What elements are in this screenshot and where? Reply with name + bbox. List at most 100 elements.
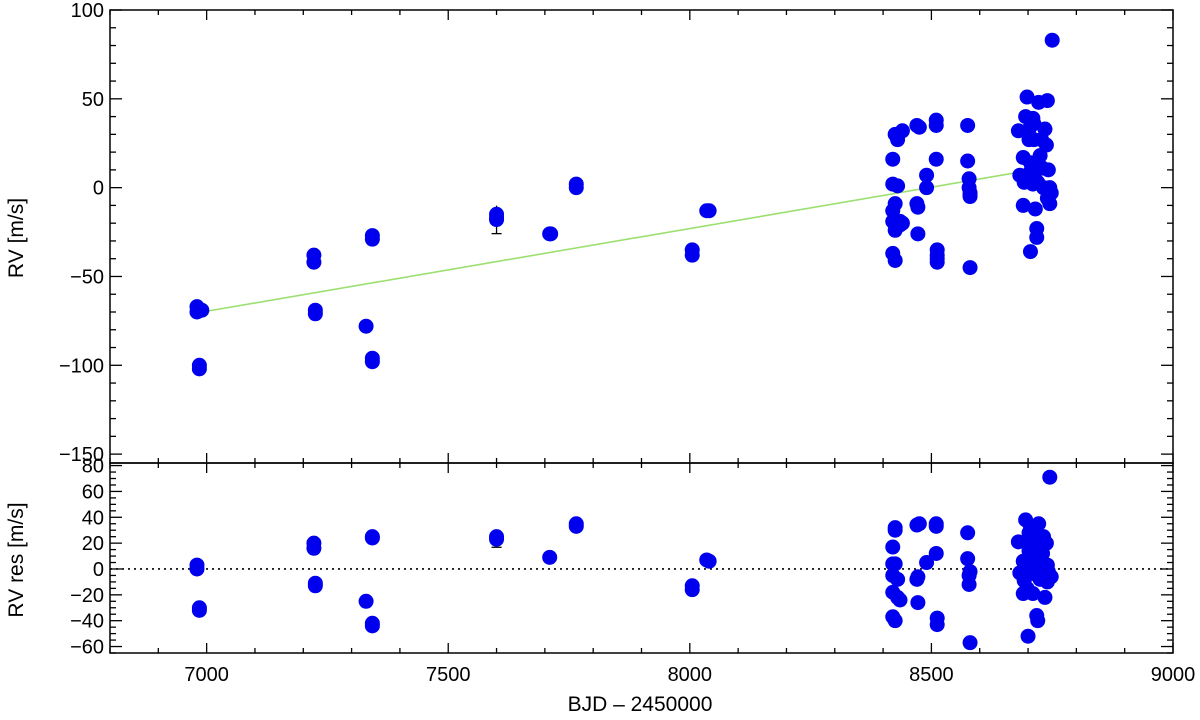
res-data-point bbox=[189, 561, 205, 577]
rv-data-point bbox=[1022, 244, 1038, 260]
rv-data-point bbox=[358, 318, 374, 334]
rv-data-point bbox=[194, 302, 210, 318]
res-data-point bbox=[542, 549, 558, 565]
rv-data-point bbox=[911, 119, 927, 135]
rv-y-tick-label: −100 bbox=[59, 355, 104, 377]
res-data-point bbox=[961, 576, 977, 592]
rv-data-point bbox=[960, 117, 976, 133]
res-data-point bbox=[928, 518, 944, 534]
res-data-point bbox=[1025, 586, 1041, 602]
res-y-tick-label: 0 bbox=[93, 559, 104, 581]
rv-data-point bbox=[910, 199, 926, 215]
res-y-tick-label: −40 bbox=[70, 611, 104, 633]
res-data-point bbox=[1043, 569, 1059, 585]
res-y-tick-label: −20 bbox=[70, 585, 104, 607]
rv-data-point bbox=[961, 171, 977, 187]
rv-data-point bbox=[191, 361, 207, 377]
res-data-point bbox=[701, 553, 717, 569]
x-tick-label: 9000 bbox=[1151, 664, 1196, 686]
x-tick-label: 7000 bbox=[184, 664, 229, 686]
res-data-point bbox=[928, 545, 944, 561]
x-tick-label: 8500 bbox=[909, 664, 954, 686]
res-data-point bbox=[890, 571, 906, 587]
rv-y-tick-label: 100 bbox=[71, 0, 104, 22]
rv-data-point bbox=[962, 189, 978, 205]
rv-data-point bbox=[919, 167, 935, 183]
res-data-point bbox=[1037, 589, 1053, 605]
rv-data-point bbox=[701, 203, 717, 219]
res-data-point bbox=[489, 531, 505, 547]
rv-data-point bbox=[1037, 121, 1053, 137]
rv-data-point bbox=[1038, 137, 1054, 153]
res-frame bbox=[109, 462, 1174, 654]
rv-data-point bbox=[306, 254, 322, 270]
res-y-tick-label: 80 bbox=[82, 456, 104, 478]
res-data-point bbox=[307, 578, 323, 594]
res-data-point bbox=[1031, 516, 1047, 532]
residual-y-axis-label: RV res [m/s] bbox=[5, 502, 28, 617]
rv-data-point bbox=[887, 252, 903, 268]
res-data-point bbox=[1038, 535, 1054, 551]
res-data-point bbox=[960, 551, 976, 567]
res-data-point bbox=[929, 617, 945, 633]
res-y-tick-label: 20 bbox=[82, 533, 104, 555]
res-data-point bbox=[887, 522, 903, 538]
rv-data-point bbox=[1040, 162, 1056, 178]
res-data-point bbox=[364, 530, 380, 546]
rv-data-point bbox=[1043, 185, 1059, 201]
res-data-point bbox=[568, 518, 584, 534]
res-y-tick-label: −60 bbox=[70, 637, 104, 659]
rv-data-point bbox=[887, 196, 903, 212]
res-data-point bbox=[306, 540, 322, 556]
rv-data-point bbox=[1015, 197, 1031, 213]
trend-line bbox=[196, 168, 1038, 314]
res-data-point bbox=[358, 593, 374, 609]
res-data-point bbox=[960, 525, 976, 541]
res-data-point bbox=[191, 602, 207, 618]
res-data-point bbox=[962, 635, 978, 651]
rv-data-point bbox=[919, 180, 935, 196]
res-data-point bbox=[962, 564, 978, 580]
rv-data-point bbox=[894, 215, 910, 231]
res-data-point bbox=[887, 613, 903, 629]
rv-data-point bbox=[929, 251, 945, 267]
res-data-point bbox=[911, 516, 927, 532]
res-data-point bbox=[1020, 628, 1036, 644]
rv-data-point bbox=[962, 260, 978, 276]
rv-residuals-panel: −60 −40 −20 0 20 40 60 80 7000 7500 8000 8500 9000 bbox=[70, 456, 1195, 686]
rv-data-point bbox=[960, 153, 976, 169]
rv-data-point bbox=[307, 306, 323, 322]
res-data-point bbox=[1010, 534, 1026, 550]
res-data-point bbox=[1030, 613, 1046, 629]
x-tick-label: 8000 bbox=[668, 664, 713, 686]
rv-data-point bbox=[885, 151, 901, 167]
res-y-tick-label: 40 bbox=[82, 507, 104, 529]
res-data-point bbox=[364, 618, 380, 634]
rv-y-tick-label: 50 bbox=[82, 89, 104, 111]
res-data-point bbox=[892, 592, 908, 608]
rv-data-point bbox=[890, 178, 906, 194]
res-data-point bbox=[887, 556, 903, 572]
res-y-tick-label: 60 bbox=[82, 481, 104, 503]
rv-panel: −150 −100 −50 0 50 100 bbox=[59, 0, 1174, 466]
rv-data-point bbox=[1029, 229, 1045, 245]
rv-data-point bbox=[489, 212, 505, 228]
res-data-point bbox=[910, 595, 926, 611]
rv-y-tick-label: 0 bbox=[93, 178, 104, 200]
rv-y-tick-label: −150 bbox=[59, 444, 104, 466]
res-data-point bbox=[885, 539, 901, 555]
res-data-point bbox=[684, 582, 700, 598]
x-tick-label: 7500 bbox=[426, 664, 471, 686]
rv-data-point bbox=[928, 151, 944, 167]
rv-data-point bbox=[684, 247, 700, 263]
rv-y-tick-label: −50 bbox=[70, 266, 104, 288]
rv-data-point bbox=[894, 123, 910, 139]
rv-data-point bbox=[543, 226, 559, 242]
rv-data-point bbox=[1044, 32, 1060, 48]
rv-data-point bbox=[364, 231, 380, 247]
rv-y-axis-label: RV [m/s] bbox=[5, 198, 28, 278]
rv-data-point bbox=[568, 180, 584, 196]
rv-data-point bbox=[1039, 93, 1055, 109]
res-data-point bbox=[1042, 469, 1058, 485]
